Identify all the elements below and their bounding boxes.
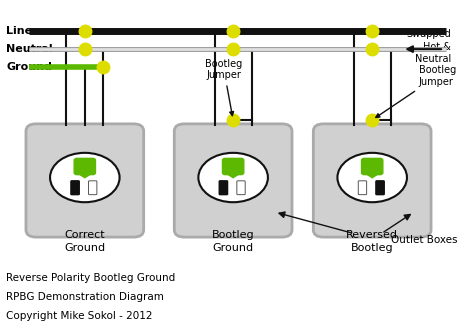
FancyBboxPatch shape xyxy=(71,181,79,195)
FancyBboxPatch shape xyxy=(174,124,292,237)
Text: Reversed
Bootleg: Reversed Bootleg xyxy=(346,230,398,253)
Text: Line: Line xyxy=(6,26,32,36)
Text: Swapped
Hot &
Neutral: Swapped Hot & Neutral xyxy=(406,29,451,64)
Text: Bootleg
Jumper: Bootleg Jumper xyxy=(376,65,456,118)
Text: Reverse Polarity Bootleg Ground: Reverse Polarity Bootleg Ground xyxy=(6,273,175,283)
Polygon shape xyxy=(225,173,241,178)
FancyBboxPatch shape xyxy=(89,181,97,195)
Circle shape xyxy=(199,153,268,202)
Text: Neutral: Neutral xyxy=(6,44,53,54)
Circle shape xyxy=(337,153,407,202)
Text: Ground: Ground xyxy=(6,62,52,72)
Text: Bootleg
Ground: Bootleg Ground xyxy=(212,230,255,253)
Text: RPBG Demonstration Diagram: RPBG Demonstration Diagram xyxy=(6,292,164,302)
FancyBboxPatch shape xyxy=(376,181,384,195)
Text: Bootleg
Jumper: Bootleg Jumper xyxy=(205,59,243,116)
Text: Outlet Boxes: Outlet Boxes xyxy=(391,235,457,245)
FancyBboxPatch shape xyxy=(362,158,383,175)
FancyBboxPatch shape xyxy=(358,181,366,195)
Polygon shape xyxy=(77,173,93,178)
FancyBboxPatch shape xyxy=(26,124,144,237)
FancyBboxPatch shape xyxy=(222,158,244,175)
FancyBboxPatch shape xyxy=(219,181,228,195)
FancyBboxPatch shape xyxy=(313,124,431,237)
Text: Correct
Ground: Correct Ground xyxy=(64,230,105,253)
Polygon shape xyxy=(365,173,380,178)
FancyBboxPatch shape xyxy=(237,181,245,195)
Text: Copyright Mike Sokol - 2012: Copyright Mike Sokol - 2012 xyxy=(6,311,153,321)
FancyBboxPatch shape xyxy=(74,158,95,175)
Circle shape xyxy=(50,153,119,202)
